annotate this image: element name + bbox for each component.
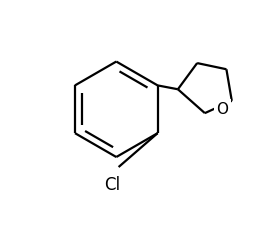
Text: O: O [217,101,229,117]
Text: Cl: Cl [104,175,120,193]
